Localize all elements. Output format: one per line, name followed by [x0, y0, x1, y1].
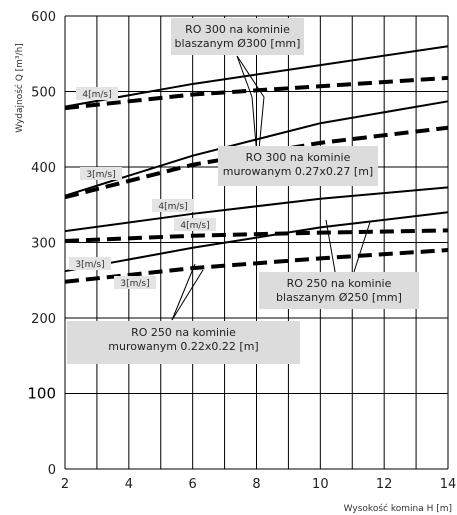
series-line	[64, 186, 449, 233]
annotation-text: murowanym 0.22x0.22 [m]	[108, 340, 258, 353]
annotation-text: RO 300 na kominie	[246, 151, 351, 164]
annotation-box	[218, 146, 378, 186]
x-tick-label: 8	[252, 477, 260, 492]
series-line	[64, 211, 449, 273]
y-tick-label: 600	[31, 10, 56, 25]
series-line	[64, 228, 449, 243]
y-tick-label: 500	[31, 86, 56, 101]
grid	[64, 15, 449, 470]
annotation-text: RO 300 na kominie	[185, 23, 290, 36]
speed-label-box	[80, 167, 122, 180]
speed-label-box	[174, 218, 216, 231]
y-tick-label: 100	[27, 385, 56, 403]
annotation-text: RO 250 na kominie	[131, 326, 236, 339]
speed-label-box	[76, 87, 118, 100]
y-axis-title: Wydajność Q [m³/h]	[14, 43, 25, 133]
speed-label-text: 4[m/s]	[158, 202, 187, 212]
annotation-text: blaszanym Ø300 [mm]	[175, 37, 301, 50]
leader-line	[236, 55, 253, 98]
x-tick-label: 12	[376, 477, 393, 492]
speed-label-box	[114, 276, 156, 289]
speed-label-text: 3[m/s]	[75, 260, 104, 270]
y-tick-label: 400	[31, 161, 56, 176]
speed-label-text: 3[m/s]	[120, 279, 149, 289]
annotation-text: murowanym 0.27x0.27 [m]	[223, 165, 373, 178]
x-tick-label: 6	[189, 477, 197, 492]
x-axis-title: Wysokość komina H [m]	[344, 503, 452, 514]
series-line	[64, 248, 449, 284]
speed-label-box	[152, 199, 194, 212]
tick-labels: 2 4 6 8 10 12 14 0 100 200 300 400 500 600	[27, 10, 456, 492]
speed-label-box	[69, 257, 111, 270]
annotation-box	[171, 18, 304, 55]
leader-line	[171, 263, 196, 321]
speed-label-text: 4[m/s]	[82, 90, 111, 100]
y-tick-label: 200	[31, 312, 56, 327]
speed-label-text: 3[m/s]	[86, 170, 115, 180]
annotation-text: RO 250 na kominie	[287, 277, 392, 290]
annotation-box	[259, 272, 419, 309]
y-tick-label: 0	[48, 463, 56, 478]
x-tick-label: 4	[125, 477, 133, 492]
series-lines	[64, 45, 449, 284]
speed-label-text: 4[m/s]	[180, 221, 209, 231]
x-tick-label: 14	[440, 477, 457, 492]
leader-line	[236, 55, 265, 98]
series-line	[64, 75, 449, 111]
y-tick-label: 300	[31, 237, 56, 252]
leader-line	[171, 269, 204, 321]
series-line	[64, 100, 449, 197]
x-tick-label: 2	[61, 477, 69, 492]
annotation-box	[67, 321, 300, 364]
x-tick-label: 10	[312, 477, 329, 492]
series-line	[64, 45, 449, 108]
annotation-text: blaszanym Ø250 [mm]	[276, 291, 402, 304]
